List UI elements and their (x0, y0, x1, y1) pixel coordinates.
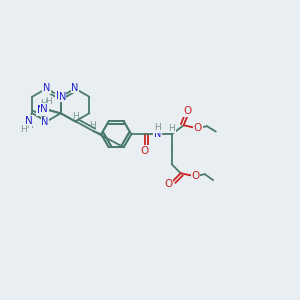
Text: H: H (72, 112, 79, 121)
Text: N: N (25, 116, 33, 126)
Text: H: H (45, 97, 52, 106)
Text: N: N (58, 92, 66, 102)
Text: N: N (40, 104, 48, 114)
Text: N: N (37, 105, 44, 115)
Text: O: O (183, 106, 191, 116)
Text: N: N (41, 117, 49, 127)
Text: N: N (154, 129, 161, 139)
Text: H: H (26, 121, 33, 130)
Text: H: H (89, 121, 96, 130)
Text: N: N (71, 82, 79, 93)
Text: O: O (192, 171, 200, 181)
Text: O: O (194, 123, 202, 133)
Text: H: H (168, 124, 175, 133)
Text: H: H (40, 99, 46, 108)
Text: O: O (141, 146, 149, 156)
Text: N: N (56, 91, 63, 101)
Text: H: H (20, 125, 27, 134)
Text: H: H (154, 123, 161, 132)
Text: O: O (164, 179, 172, 189)
Text: N: N (43, 83, 50, 94)
